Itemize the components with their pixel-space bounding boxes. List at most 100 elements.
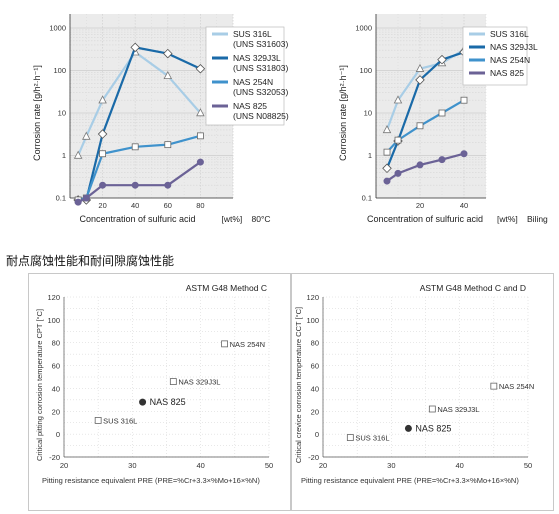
chart0-x-axis-label: Concentration of sulfuric acid (79, 214, 195, 224)
chart1-point-nas-825 (416, 161, 424, 169)
chart3-x-tick-label: 50 (524, 461, 532, 470)
chart2-title: ASTM G48 Method C (186, 283, 267, 293)
chart1-x-tick-label: 40 (460, 201, 468, 210)
chart3-x-tick-label: 40 (455, 461, 463, 470)
section-heading: 耐点腐蚀性能和耐间隙腐蚀性能 (6, 254, 175, 268)
chart3-y-tick-label: 120 (306, 293, 319, 302)
chart0-point-nas-825 (131, 181, 139, 189)
chart2-point-nas-825 (139, 398, 147, 406)
chart1-x-axis-label: Concentration of sulfuric acid (367, 214, 483, 224)
chart0-point-nas-254n (196, 132, 204, 140)
chart3-x-tick-label: 20 (319, 461, 327, 470)
chart2-point-nas-254n (221, 340, 228, 348)
chart1-x-tick-label: 20 (416, 201, 424, 210)
chart0-x-tick-label: 80 (196, 201, 204, 210)
chart2-point-sus-316l (94, 417, 102, 424)
chart2-point-label-nas-825: NAS 825 (150, 397, 186, 407)
chart2-y-tick-label: 60 (52, 362, 60, 371)
chart3-point-label-sus-316l: SUS 316L (355, 434, 389, 443)
chart3-y-tick-label: 80 (311, 339, 319, 348)
chart1-point-nas-254n (438, 109, 446, 117)
chart0-point-nas-254n (131, 143, 139, 151)
chart2-y-axis-label: Critical pitting corrosion temperature C… (35, 309, 44, 461)
chart1-point-nas-329j3l (382, 163, 392, 174)
chart2-point-label-nas-254n: NAS 254N (230, 340, 265, 349)
chart3-point-nas-329j3l (428, 405, 436, 413)
chart2-point-nas-329j3l (169, 378, 177, 385)
chart1-y-axis-label: Corrosion rate [g/h²·h⁻¹] (338, 65, 348, 161)
chart3-point-nas-254n (490, 382, 498, 390)
chart0-legend-entry: NAS 329J3L (233, 53, 281, 63)
chart1-legend-entry: NAS 329J3L (490, 42, 538, 52)
chart0-x-unit-label: [wt%] (222, 214, 243, 224)
bottom-left-panel (28, 273, 291, 511)
bottom-right-panel (291, 273, 554, 511)
chart0-point-sus-316l (196, 108, 205, 117)
chart0-point-nas-825 (196, 158, 204, 166)
chart1-legend-box (462, 26, 528, 86)
chart0-y-tick-label: 100 (53, 66, 66, 75)
chart0-legend-entry: (UNS S31803) (233, 63, 288, 73)
chart0-point-nas-825 (82, 194, 90, 202)
chart3-y-tick-label: 0 (315, 430, 319, 439)
chart0-point-nas-329j3l (97, 129, 108, 139)
chart2-y-tick-label: 0 (56, 430, 60, 439)
chart0-legend-entry: (UNS S31603) (233, 39, 288, 49)
chart2-x-tick-label: 30 (128, 461, 136, 470)
chart0-legend-box (205, 26, 285, 126)
chart0-x-tick-label: 40 (131, 201, 139, 210)
chart0-y-tick-label: 1 (62, 151, 66, 160)
chart1-legend-entry: SUS 316L (490, 29, 529, 39)
chart3-y-tick-label: 60 (311, 362, 319, 371)
chart0-x-tick-label: 20 (98, 201, 106, 210)
chart0-point-nas-329j3l (195, 63, 206, 74)
chart1-point-nas-329j3l (437, 54, 447, 65)
chart1-point-nas-254n (383, 148, 391, 156)
chart1-y-tick-label: 0.1 (362, 194, 372, 203)
chart0-legend-entry: NAS 825 (233, 101, 267, 111)
chart1-point-nas-329j3l (415, 75, 425, 85)
chart1-point-nas-825 (383, 177, 391, 185)
chart1-point-nas-254n (394, 136, 402, 144)
chart1-point-nas-825 (460, 150, 468, 158)
chart1-y-tick-label: 1 (368, 151, 372, 160)
chart3-x-axis-label: Pitting resistance equivalent PRE (PRE=%… (301, 476, 519, 485)
chart3-y-axis-label: Critical crevice corrosion temperature C… (294, 307, 303, 463)
chart0-y-tick-label: 10 (58, 109, 66, 118)
chart3-point-sus-316l (346, 434, 354, 441)
chart2-y-tick-label: 20 (52, 407, 60, 416)
chart0-point-sus-316l (82, 131, 91, 140)
chart3-point-label-nas-254n: NAS 254N (499, 382, 534, 391)
chart0-y-tick-label: 0.1 (56, 194, 66, 203)
chart3-point-nas-825 (404, 424, 412, 432)
chart0-point-nas-825 (99, 181, 107, 189)
chart3-y-tick-label: 40 (311, 384, 319, 393)
chart2-y-tick-label: 80 (52, 339, 60, 348)
chart3-y-tick-label: 100 (306, 316, 319, 325)
chart0-point-sus-316l (163, 70, 173, 80)
chart0-y-tick-label: 1000 (49, 24, 66, 33)
chart1-point-nas-254n (460, 96, 468, 104)
chart2-y-tick-label: 120 (47, 293, 60, 302)
chart1-y-tick-label: 10 (364, 109, 372, 118)
chart3-point-label-nas-825: NAS 825 (415, 423, 451, 433)
chart2-x-tick-label: 20 (60, 461, 68, 470)
chart1-x-unit-label: [wt%] (497, 214, 518, 224)
chart1-point-nas-825 (394, 169, 402, 177)
chart3-y-tick-label: 20 (311, 407, 319, 416)
chart0-legend-entry: (UNS N08825) (233, 111, 289, 121)
chart2-y-tick-label: 100 (47, 316, 60, 325)
chart1-point-sus-316l (393, 95, 403, 104)
chart0-y-axis-label: Corrosion rate [g/h²·h⁻¹] (32, 65, 42, 161)
chart1-point-nas-254n (416, 122, 424, 130)
chart0-condition-label: 80°C (252, 214, 271, 224)
chart0-point-nas-254n (164, 141, 172, 149)
chart2-y-tick-label: 40 (52, 384, 60, 393)
chart1-point-nas-825 (438, 156, 446, 164)
chart3-x-tick-label: 30 (387, 461, 395, 470)
chart2-x-axis-label: Pitting resistance equivalent PRE (PRE=%… (42, 476, 260, 485)
chart0-point-sus-316l (73, 150, 83, 159)
chart2-point-label-nas-329j3l: NAS 329J3L (178, 378, 220, 387)
chart0-point-nas-825 (74, 198, 82, 206)
